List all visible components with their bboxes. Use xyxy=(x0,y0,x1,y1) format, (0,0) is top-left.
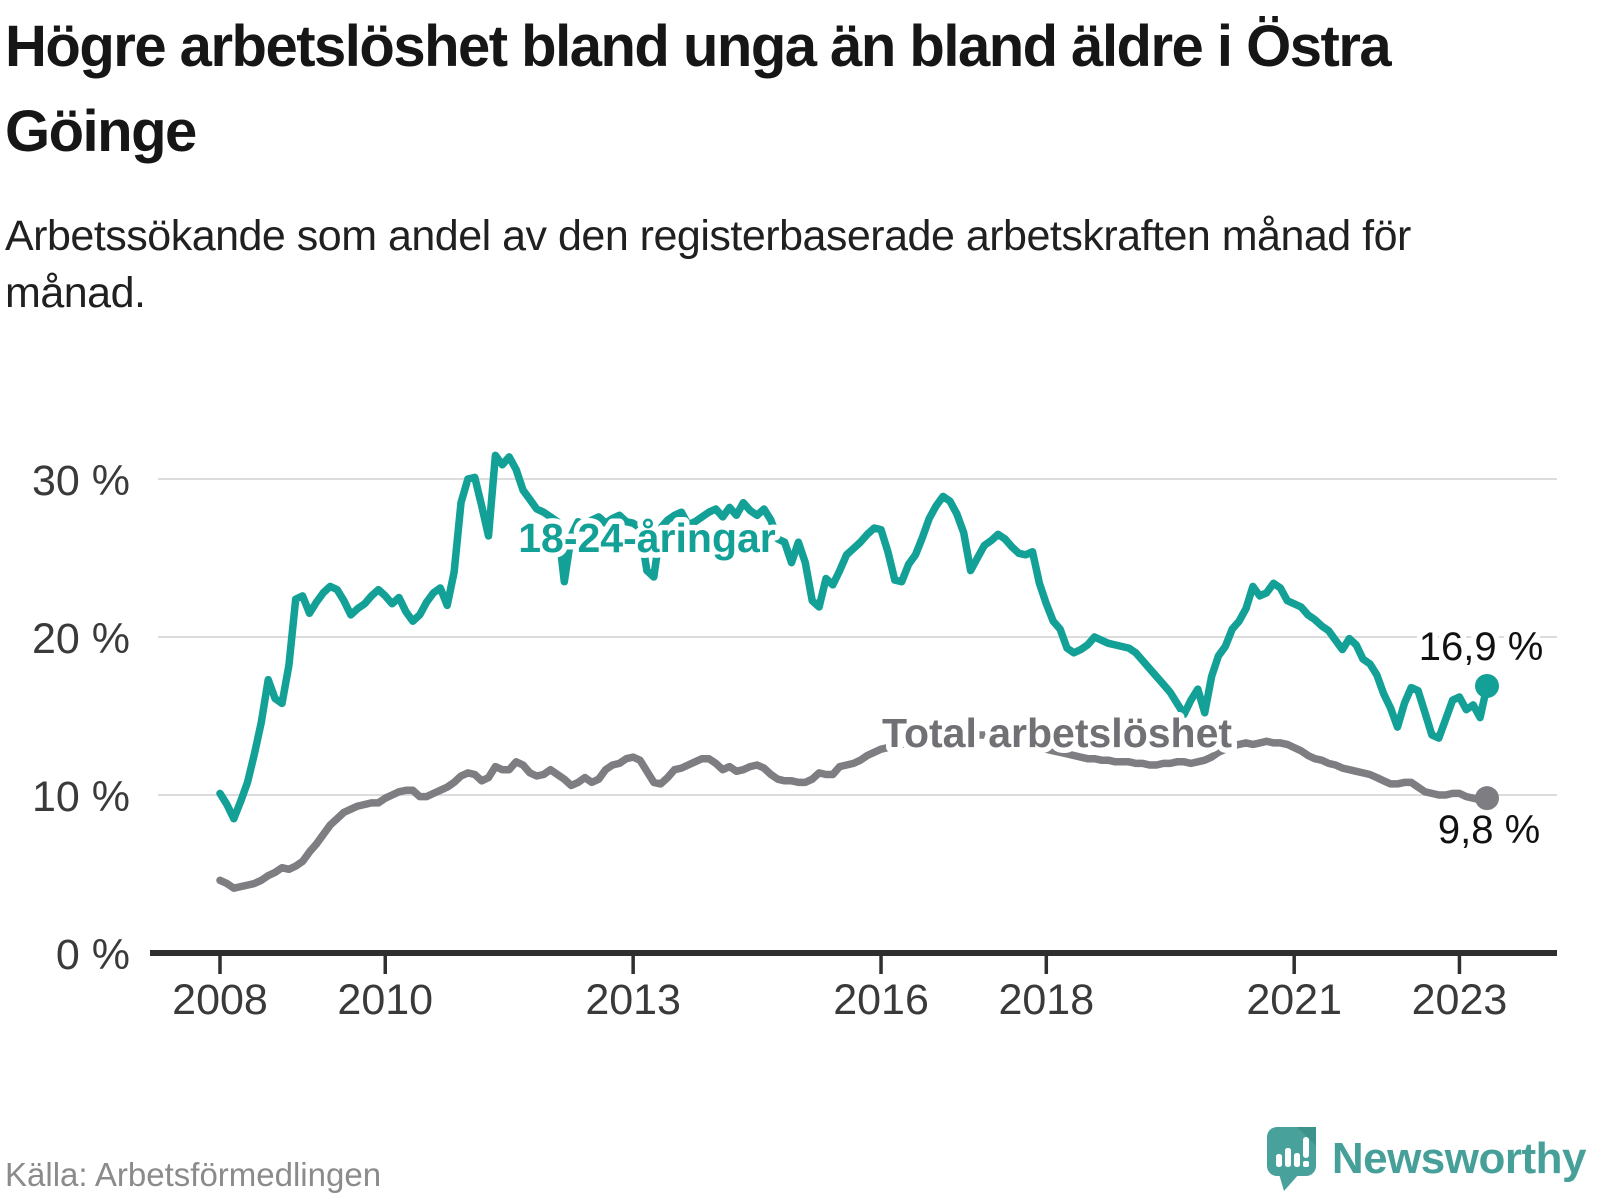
y-tick-label-30: 30 % xyxy=(32,457,130,505)
end-dot-total xyxy=(1474,786,1499,811)
series-label-youth: 18-24-åringar xyxy=(518,515,776,561)
series-line-total xyxy=(216,729,1491,892)
x-tick-label-2018: 2018 xyxy=(998,976,1094,1024)
newsworthy-logo-icon xyxy=(1266,1127,1316,1191)
end-value-label-total: 9,8 % xyxy=(1438,808,1540,852)
brand-name: Newsworthy xyxy=(1331,1134,1587,1183)
x-tick-label-2010: 2010 xyxy=(337,976,433,1024)
x-tick-label-2021: 2021 xyxy=(1246,976,1342,1024)
newsworthy-brand: Newsworthy xyxy=(1266,1126,1587,1192)
logo-exclamation-dot xyxy=(1302,1161,1309,1167)
x-tick-label-2013: 2013 xyxy=(585,976,681,1024)
logo-exclamation-bar xyxy=(1302,1137,1309,1158)
logo-bar-1 xyxy=(1275,1154,1282,1167)
end-dot-youth xyxy=(1474,673,1499,698)
logo-bar-3 xyxy=(1293,1153,1300,1167)
x-tick-label-2023: 2023 xyxy=(1412,976,1508,1024)
y-tick-label-10: 10 % xyxy=(32,773,130,821)
x-tick-label-2016: 2016 xyxy=(833,976,929,1024)
page-title: Högre arbetslöshet bland unga än bland ä… xyxy=(5,14,1392,164)
y-tick-label-0: 0 % xyxy=(56,931,130,979)
logo-bar-2 xyxy=(1284,1148,1291,1167)
page-subtitle: Arbetssökande som andel av den registerb… xyxy=(5,212,1411,317)
source-note: Källa: Arbetsförmedlingen xyxy=(5,1156,382,1193)
x-tick-label-2008: 2008 xyxy=(172,976,268,1024)
series-line-youth xyxy=(216,451,1491,823)
end-value-label-youth: 16,9 % xyxy=(1419,625,1544,669)
axes: 0 % 10 % 20 % 30 % 2008 2010 2013 2016 2018 2021 2… xyxy=(32,457,1557,1024)
series-label-total: Total arbetslöshet xyxy=(882,710,1232,756)
data-series xyxy=(216,451,1491,892)
y-tick-label-20: 20 % xyxy=(32,615,130,663)
chart-labels: 18-24-åringar Total arbetslöshet 16,9 % 9,8… xyxy=(513,510,1549,858)
